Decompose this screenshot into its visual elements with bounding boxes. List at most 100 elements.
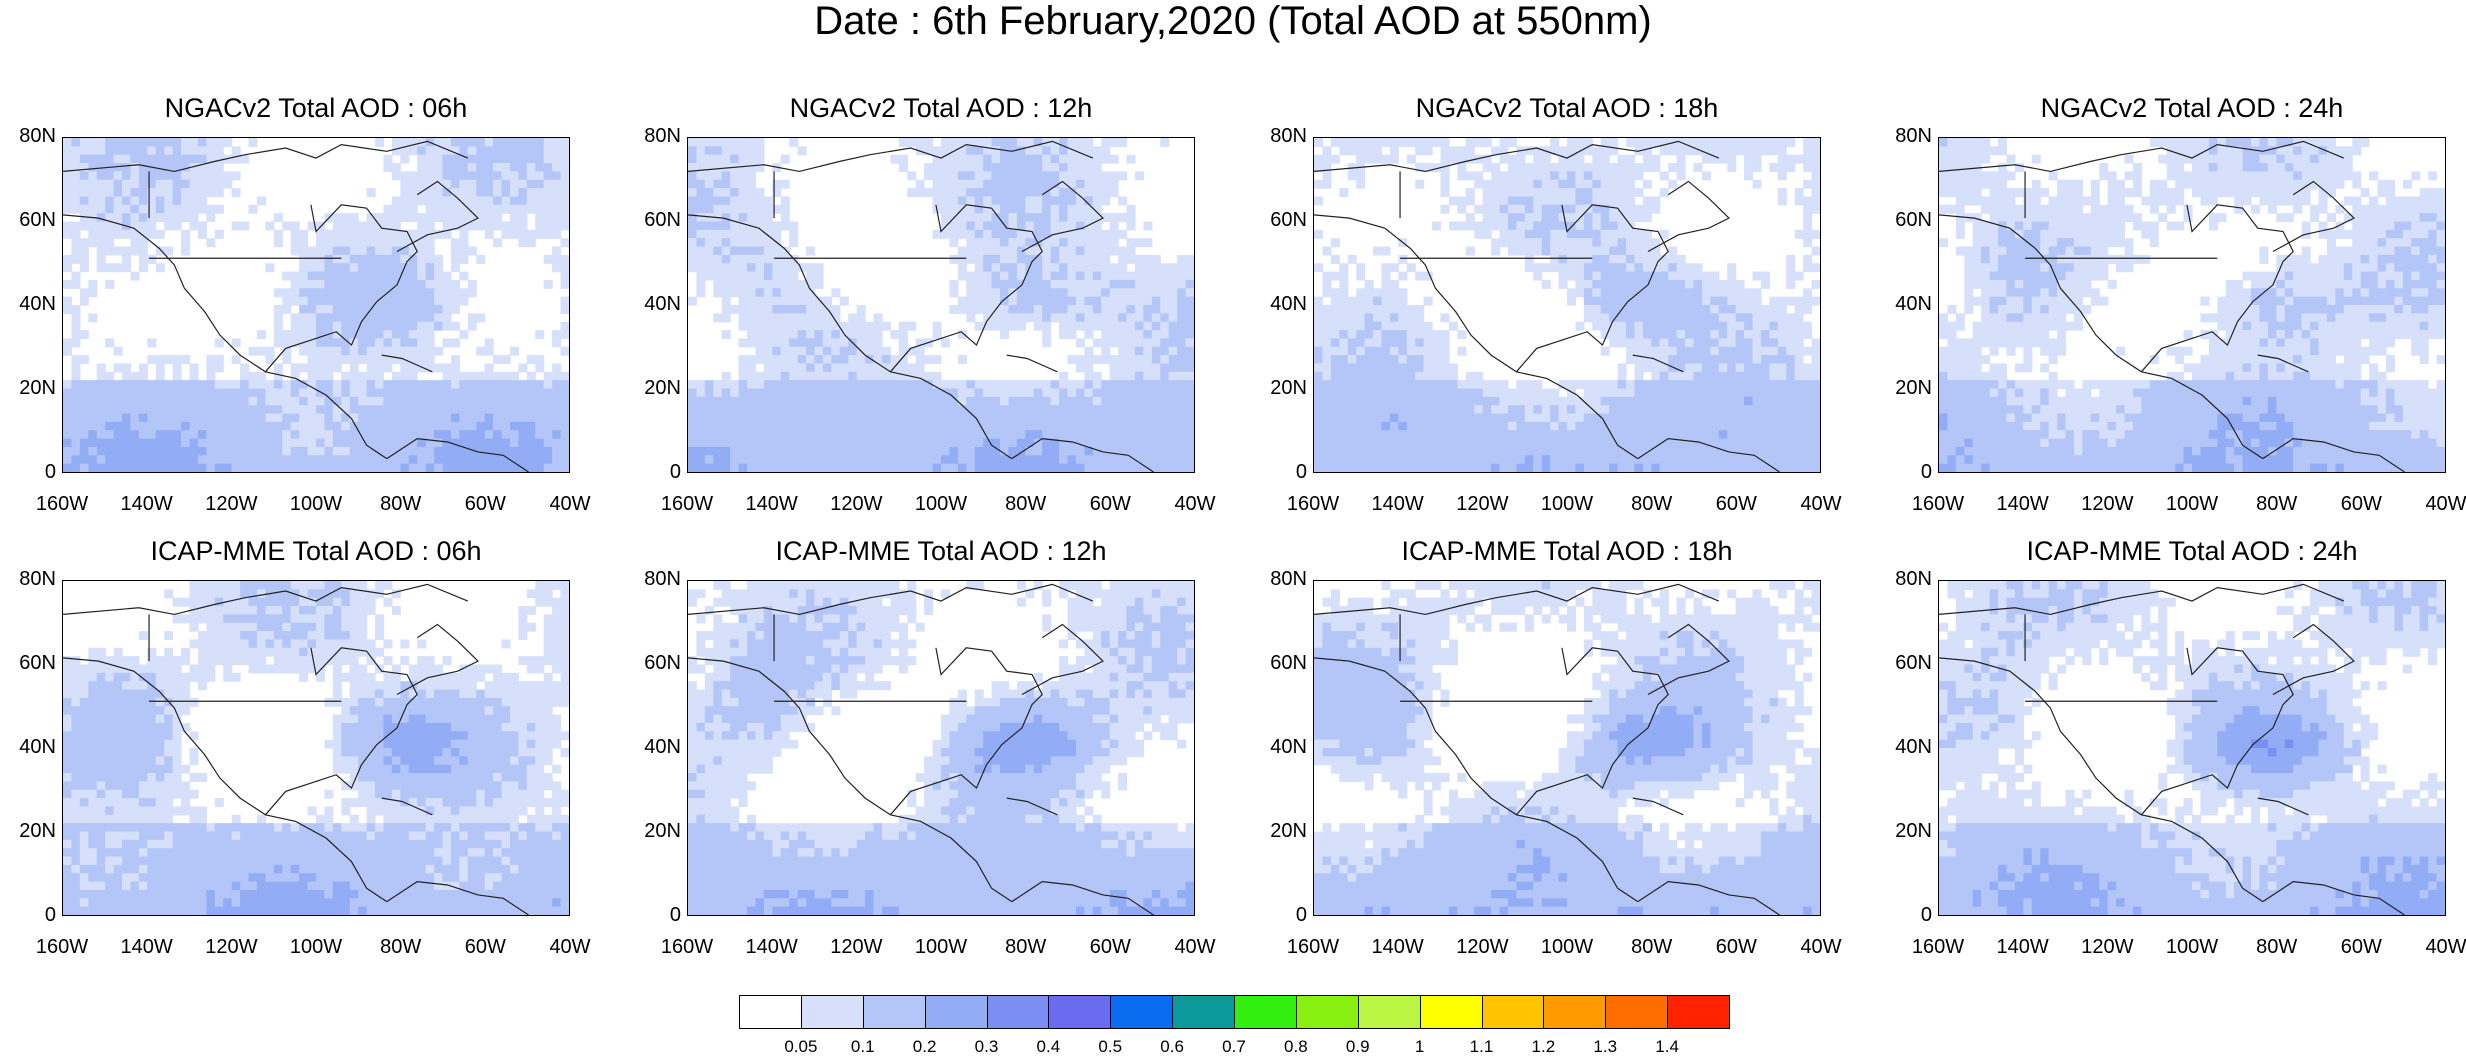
aod-map-icap-mme-12h (687, 580, 1195, 916)
lon-tick-label: 80W (1612, 493, 1692, 516)
lat-tick-label: 80N (1872, 125, 1932, 148)
colorbar-label: 0.2 (895, 1037, 955, 1057)
lat-tick-label: 60N (621, 652, 681, 675)
colorbar-swatch (739, 995, 802, 1029)
lat-tick-label: 40N (621, 293, 681, 316)
lon-tick-label: 160W (22, 493, 102, 516)
lon-tick-label: 80W (986, 493, 1066, 516)
panel-title: ICAP-MME Total AOD : 06h (62, 536, 570, 567)
colorbar-swatch (1048, 995, 1111, 1029)
lat-tick-label: 0 (1247, 904, 1307, 927)
lon-tick-label: 160W (647, 936, 727, 959)
panel-title: NGACv2 Total AOD : 24h (1938, 93, 2446, 124)
lon-tick-label: 80W (1612, 936, 1692, 959)
lon-tick-label: 60W (445, 493, 525, 516)
colorbar (739, 995, 1729, 1029)
colorbar-label: 1.3 (1575, 1037, 1635, 1057)
panel-title: ICAP-MME Total AOD : 24h (1938, 536, 2446, 567)
lat-tick-label: 0 (1872, 461, 1932, 484)
lat-tick-label: 20N (621, 820, 681, 843)
lon-tick-label: 160W (1273, 936, 1353, 959)
panel-title: ICAP-MME Total AOD : 18h (1313, 536, 1821, 567)
aod-field (688, 581, 1194, 915)
lat-tick-label: 60N (1247, 652, 1307, 675)
lon-tick-label: 40W (2406, 493, 2466, 516)
lon-tick-label: 120W (816, 493, 896, 516)
colorbar-label: 0.1 (833, 1037, 893, 1057)
lon-tick-label: 80W (2237, 493, 2317, 516)
colorbar-label: 0.8 (1266, 1037, 1326, 1057)
lon-tick-label: 120W (1442, 493, 1522, 516)
lat-tick-label: 0 (0, 461, 56, 484)
lon-tick-label: 60W (1070, 493, 1150, 516)
lat-tick-label: 80N (1872, 568, 1932, 591)
lon-tick-label: 40W (1155, 936, 1235, 959)
lon-tick-label: 60W (445, 936, 525, 959)
colorbar-label: 0.3 (957, 1037, 1017, 1057)
lat-tick-label: 0 (621, 461, 681, 484)
lon-tick-label: 100W (276, 493, 356, 516)
colorbar-swatch (1172, 995, 1235, 1029)
aod-map-ngacv2-24h (1938, 137, 2446, 473)
aod-map-ngacv2-06h (62, 137, 570, 473)
aod-map-ngacv2-12h (687, 137, 1195, 473)
lon-tick-label: 80W (2237, 936, 2317, 959)
lat-tick-label: 80N (621, 125, 681, 148)
lon-tick-label: 80W (361, 936, 441, 959)
aod-field (1939, 581, 2445, 915)
aod-map-ngacv2-18h (1313, 137, 1821, 473)
lon-tick-label: 120W (191, 936, 271, 959)
lat-tick-label: 20N (1872, 820, 1932, 843)
lat-tick-label: 0 (621, 904, 681, 927)
colorbar-label: 0.6 (1142, 1037, 1202, 1057)
lon-tick-label: 140W (1983, 936, 2063, 959)
lon-tick-label: 160W (1273, 493, 1353, 516)
lat-tick-label: 60N (0, 652, 56, 675)
colorbar-label: 1.4 (1637, 1037, 1697, 1057)
lon-tick-label: 40W (1781, 493, 1861, 516)
lon-tick-label: 60W (2321, 493, 2401, 516)
lon-tick-label: 60W (2321, 936, 2401, 959)
colorbar-label: 0.5 (1080, 1037, 1140, 1057)
lon-tick-label: 160W (1898, 493, 1978, 516)
colorbar-swatch (1234, 995, 1297, 1029)
lon-tick-label: 140W (1983, 493, 2063, 516)
lat-tick-label: 80N (1247, 568, 1307, 591)
lat-tick-label: 0 (1872, 904, 1932, 927)
lon-tick-label: 120W (1442, 936, 1522, 959)
lon-tick-label: 40W (530, 493, 610, 516)
lon-tick-label: 140W (1358, 493, 1438, 516)
colorbar-label: 1 (1390, 1037, 1450, 1057)
lon-tick-label: 40W (1781, 936, 1861, 959)
lat-tick-label: 40N (0, 293, 56, 316)
lon-tick-label: 120W (2067, 936, 2147, 959)
colorbar-label: 1.2 (1513, 1037, 1573, 1057)
colorbar-swatch (1667, 995, 1730, 1029)
lon-tick-label: 60W (1070, 936, 1150, 959)
lon-tick-label: 140W (732, 936, 812, 959)
lat-tick-label: 40N (0, 736, 56, 759)
lat-tick-label: 60N (621, 209, 681, 232)
colorbar-swatch (1296, 995, 1359, 1029)
aod-field (1314, 138, 1820, 472)
lat-tick-label: 80N (621, 568, 681, 591)
lon-tick-label: 60W (1696, 936, 1776, 959)
panel-title: NGACv2 Total AOD : 12h (687, 93, 1195, 124)
colorbar-swatch (801, 995, 864, 1029)
lat-tick-label: 60N (1247, 209, 1307, 232)
lon-tick-label: 40W (530, 936, 610, 959)
figure-title: Date : 6th February,2020 (Total AOD at 5… (0, 0, 2466, 42)
lon-tick-label: 140W (1358, 936, 1438, 959)
lon-tick-label: 60W (1696, 493, 1776, 516)
lon-tick-label: 80W (361, 493, 441, 516)
lat-tick-label: 0 (1247, 461, 1307, 484)
lat-tick-label: 0 (0, 904, 56, 927)
lat-tick-label: 60N (1872, 652, 1932, 675)
lon-tick-label: 160W (22, 936, 102, 959)
aod-field (1314, 581, 1820, 915)
colorbar-swatch (987, 995, 1050, 1029)
lon-tick-label: 100W (1527, 936, 1607, 959)
aod-map-icap-mme-24h (1938, 580, 2446, 916)
colorbar-swatch (1420, 995, 1483, 1029)
lon-tick-label: 140W (732, 493, 812, 516)
